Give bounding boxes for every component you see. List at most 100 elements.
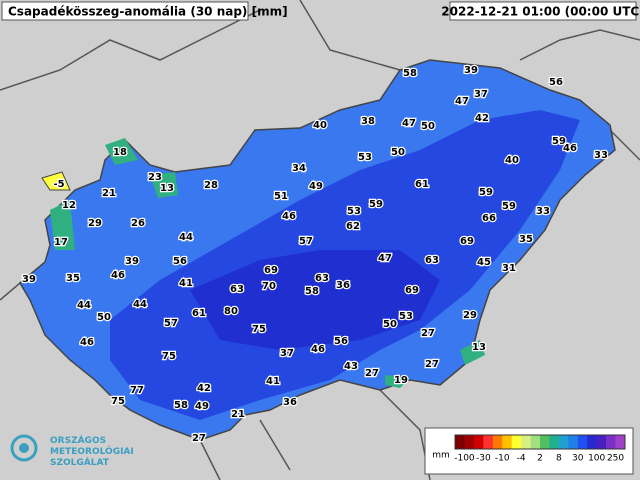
station-value: 46 xyxy=(563,143,577,154)
station-value: 39 xyxy=(125,256,139,267)
legend-swatch xyxy=(615,435,626,449)
station-value: 19 xyxy=(394,375,408,386)
station-value: 63 xyxy=(315,273,329,284)
station-value: 80 xyxy=(224,306,238,317)
legend-label: 8 xyxy=(556,454,562,464)
logo-text: SZOLGÁLAT xyxy=(50,456,110,468)
legend-swatch xyxy=(540,435,550,449)
station-value: 27 xyxy=(192,433,206,444)
station-value: 27 xyxy=(365,368,379,379)
legend-label: 2 xyxy=(537,454,543,464)
legend-frame xyxy=(454,434,626,450)
station-value: 18 xyxy=(113,147,127,158)
station-value: 43 xyxy=(344,361,358,372)
station-value: 56 xyxy=(549,77,563,88)
logo-text: METEOROLÓGIAI xyxy=(50,445,134,457)
station-value: 29 xyxy=(463,310,477,321)
legend-swatch xyxy=(464,435,475,449)
station-value: 28 xyxy=(204,180,218,191)
station-value: 33 xyxy=(536,206,550,217)
legend-swatch xyxy=(577,435,588,449)
legend-label: 30 xyxy=(572,454,584,464)
legend-swatch xyxy=(596,435,607,449)
station-value: 58 xyxy=(403,68,417,79)
legend: -100 -30 -10 -4 2 8 30 100 250 xyxy=(454,434,626,464)
station-value: 59 xyxy=(502,201,516,212)
station-value: 57 xyxy=(299,236,313,247)
legend-unit: mm xyxy=(432,451,450,461)
station-value: 26 xyxy=(131,218,145,229)
logo-mark xyxy=(10,434,38,462)
legend-swatch xyxy=(606,435,616,449)
station-value: 66 xyxy=(482,213,496,224)
station-value: 47 xyxy=(378,253,392,264)
station-value: 58 xyxy=(174,400,188,411)
station-value: 44 xyxy=(133,299,147,310)
legend-swatch xyxy=(483,435,494,449)
station-value: 47 xyxy=(402,118,416,129)
legend-label: -4 xyxy=(517,454,526,464)
station-value: 36 xyxy=(336,280,350,291)
station-value: 35 xyxy=(66,273,80,284)
station-value: 39 xyxy=(22,274,36,285)
station-value: 40 xyxy=(313,120,327,131)
negative-patch xyxy=(41,171,71,191)
station-value: 46 xyxy=(282,211,296,222)
station-value: 61 xyxy=(192,308,206,319)
station-value: 46 xyxy=(80,337,94,348)
station-value: 77 xyxy=(130,385,144,396)
station-value: 21 xyxy=(102,188,116,199)
station-value: 23 xyxy=(148,172,162,183)
legend-swatch xyxy=(587,435,597,449)
station-value: 38 xyxy=(361,116,375,127)
station-value: 47 xyxy=(455,96,469,107)
station-value: 62 xyxy=(346,221,360,232)
legend-swatch xyxy=(549,435,560,449)
station-value: 69 xyxy=(460,236,474,247)
legend-swatch xyxy=(558,435,569,449)
station-value: 56 xyxy=(173,256,187,267)
station-value: 53 xyxy=(399,311,413,322)
station-value: 41 xyxy=(179,278,193,289)
station-value: 59 xyxy=(479,187,493,198)
station-value: 59 xyxy=(552,136,566,147)
map-title: Csapadékösszeg-anomália (30 nap) [mm] xyxy=(8,5,288,19)
station-value: 41 xyxy=(266,376,280,387)
timestamp-box xyxy=(449,1,637,21)
station-value: 21 xyxy=(231,409,245,420)
legend-label: -30 xyxy=(476,454,491,464)
station-value: 44 xyxy=(77,300,91,311)
station-value: 29 xyxy=(88,218,102,229)
legend-swatch xyxy=(568,435,579,449)
legend-swatch xyxy=(511,435,522,449)
station-value: 36 xyxy=(283,397,297,408)
station-value: 56 xyxy=(334,336,348,347)
legend-swatch xyxy=(530,435,541,449)
station-value: 46 xyxy=(111,270,125,281)
station-value: 50 xyxy=(97,312,111,323)
station-value: 49 xyxy=(195,401,209,412)
legend-label: -10 xyxy=(495,454,510,464)
station-value: 31 xyxy=(502,263,516,274)
station-value: 37 xyxy=(280,348,294,359)
station-value: 17 xyxy=(54,237,68,248)
station-value: 45 xyxy=(477,257,491,268)
station-value: 49 xyxy=(309,181,323,192)
station-value: 12 xyxy=(62,200,76,211)
station-value: -5 xyxy=(53,179,64,190)
station-value: 53 xyxy=(347,206,361,217)
station-value: 51 xyxy=(274,191,288,202)
station-value: 39 xyxy=(464,65,478,76)
legend-swatch xyxy=(521,435,531,449)
station-value: 69 xyxy=(264,265,278,276)
station-value: 63 xyxy=(230,284,244,295)
station-value: 61 xyxy=(415,179,429,190)
station-value: 33 xyxy=(594,150,608,161)
station-value: 13 xyxy=(160,183,174,194)
legend-swatch xyxy=(455,435,465,449)
station-value: 27 xyxy=(421,328,435,339)
station-value: 75 xyxy=(252,324,266,335)
logo: ORSZÁGOS METEOROLÓGIAI SZOLGÁLAT xyxy=(10,434,134,468)
